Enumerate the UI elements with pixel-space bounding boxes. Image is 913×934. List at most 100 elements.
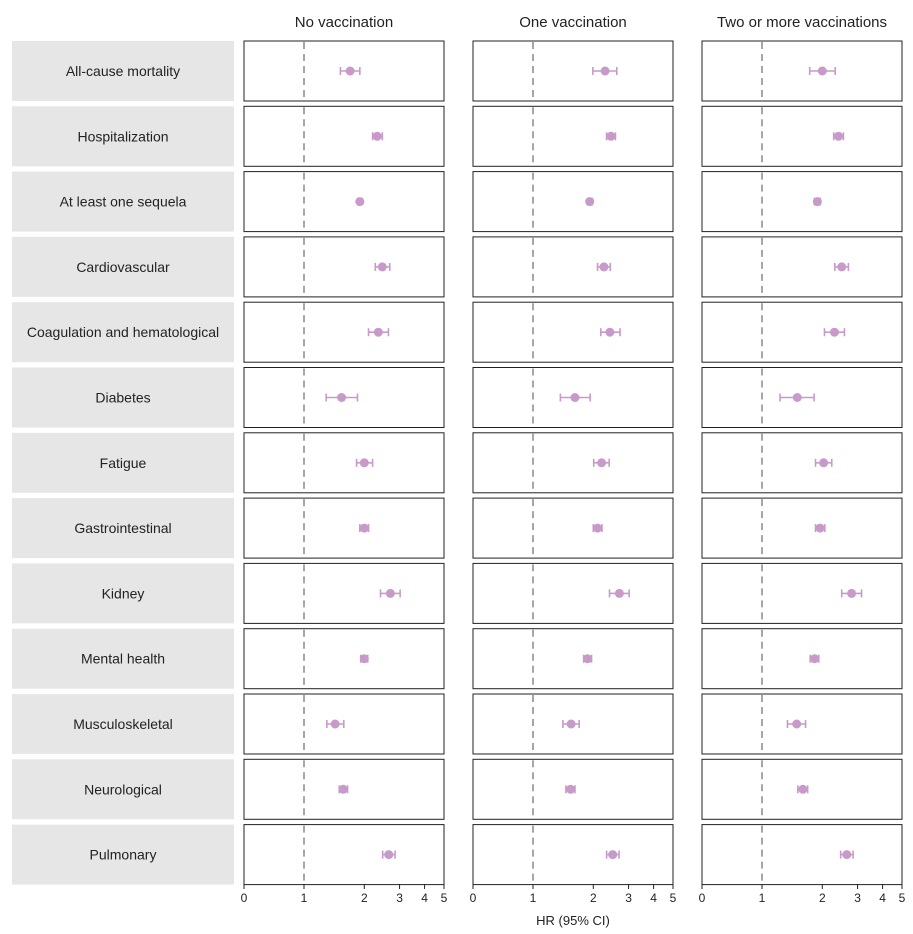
row-label-diabetes: Diabetes bbox=[12, 367, 234, 428]
row-label-background bbox=[12, 432, 234, 493]
panel-pulmonary-one-vaccination bbox=[472, 824, 674, 886]
panel-frame bbox=[472, 171, 674, 233]
row-label-background bbox=[12, 171, 234, 232]
row-label-background bbox=[12, 694, 234, 754]
hr-point bbox=[359, 654, 369, 664]
row-label-text: All-cause mortality bbox=[66, 63, 180, 79]
row-label-all-cause-mortality: All-cause mortality bbox=[12, 41, 234, 101]
panel-frame bbox=[701, 628, 903, 690]
row-label-text: Fatigue bbox=[100, 455, 147, 471]
panel-frame bbox=[243, 497, 445, 559]
hr-point bbox=[798, 784, 808, 794]
hr-point bbox=[829, 327, 839, 337]
row-label-text: Mental health bbox=[81, 651, 165, 667]
panel-all-cause-mortality-no-vaccination bbox=[243, 40, 445, 102]
hr-point bbox=[792, 393, 802, 402]
hr-point bbox=[337, 393, 347, 402]
panel-frame bbox=[472, 301, 674, 363]
panel-gastrointestinal-one-vaccination bbox=[472, 497, 674, 559]
panel-fatigue-two-or-more-vaccinations bbox=[701, 432, 903, 494]
hr-point bbox=[605, 327, 615, 337]
panel-gastrointestinal-no-vaccination bbox=[243, 497, 445, 559]
panel-cardiovascular-one-vaccination bbox=[472, 236, 674, 298]
row-label-hospitalization: Hospitalization bbox=[12, 106, 234, 167]
hr-point bbox=[600, 66, 610, 76]
panel-frame bbox=[701, 432, 903, 494]
hr-point bbox=[566, 719, 576, 729]
row-label-background bbox=[12, 302, 234, 363]
panel-frame bbox=[243, 824, 445, 886]
panel-diabetes-one-vaccination bbox=[472, 367, 674, 428]
row-label-text: Pulmonary bbox=[90, 847, 157, 863]
panel-frame bbox=[472, 432, 674, 494]
row-label-cardiovascular: Cardiovascular bbox=[12, 236, 234, 297]
hr-point bbox=[608, 850, 618, 860]
panel-hospitalization-no-vaccination bbox=[243, 105, 445, 167]
hr-point bbox=[606, 131, 616, 141]
panel-frame bbox=[243, 105, 445, 167]
column-title-no-vaccination: No vaccination bbox=[295, 14, 393, 31]
row-label-background bbox=[12, 563, 234, 624]
hr-point bbox=[847, 588, 857, 598]
panel-frame bbox=[472, 40, 674, 102]
panel-musculoskeletal-no-vaccination bbox=[243, 693, 445, 755]
row-label-background bbox=[12, 628, 234, 689]
hr-point bbox=[812, 197, 822, 207]
panel-at-least-one-sequela-two-or-more-vaccinations bbox=[701, 171, 903, 233]
x-tick-label: 4 bbox=[650, 891, 657, 905]
x-tick-label: 5 bbox=[670, 891, 677, 905]
x-tick-label: 3 bbox=[625, 891, 632, 905]
hr-point bbox=[355, 197, 365, 207]
panel-mental-health-one-vaccination bbox=[472, 628, 674, 690]
panel-mental-health-two-or-more-vaccinations bbox=[701, 628, 903, 690]
x-tick-label: 2 bbox=[819, 891, 826, 905]
panel-kidney-no-vaccination bbox=[243, 562, 445, 624]
panel-mental-health-no-vaccination bbox=[243, 628, 445, 690]
row-label-text: Diabetes bbox=[95, 390, 150, 406]
row-label-background bbox=[12, 367, 234, 428]
row-label-text: Kidney bbox=[102, 585, 145, 601]
hr-point bbox=[614, 588, 624, 598]
hr-point bbox=[345, 66, 355, 76]
panel-cardiovascular-two-or-more-vaccinations bbox=[701, 236, 903, 298]
panel-coagulation-and-hematological-one-vaccination bbox=[472, 301, 674, 363]
panel-all-cause-mortality-one-vaccination bbox=[472, 40, 674, 102]
x-tick-label: 3 bbox=[854, 891, 861, 905]
row-label-musculoskeletal: Musculoskeletal bbox=[12, 694, 234, 754]
hr-point bbox=[359, 523, 369, 533]
panel-frame bbox=[472, 236, 674, 298]
row-label-text: Coagulation and hematological bbox=[27, 324, 219, 340]
panel-neurological-one-vaccination bbox=[472, 758, 674, 820]
hr-point bbox=[338, 784, 348, 794]
panel-pulmonary-no-vaccination bbox=[243, 824, 445, 886]
x-tick-label: 4 bbox=[421, 891, 428, 905]
panel-hospitalization-one-vaccination bbox=[472, 105, 674, 167]
panel-frame bbox=[472, 628, 674, 690]
panel-fatigue-one-vaccination bbox=[472, 432, 674, 494]
x-tick-label: 0 bbox=[470, 891, 477, 905]
row-label-pulmonary: Pulmonary bbox=[12, 824, 234, 885]
panel-frame bbox=[701, 824, 903, 886]
row-label-text: Gastrointestinal bbox=[74, 520, 171, 536]
hr-point bbox=[815, 523, 825, 533]
row-labels: All-cause mortality Hospitalization At lea… bbox=[12, 41, 234, 885]
panel-frame bbox=[243, 171, 445, 233]
panel-neurological-two-or-more-vaccinations bbox=[701, 758, 903, 820]
panel-fatigue-no-vaccination bbox=[243, 432, 445, 494]
x-tick-label: 1 bbox=[301, 891, 308, 905]
row-label-background bbox=[12, 41, 234, 101]
hr-point bbox=[570, 393, 580, 402]
x-tick-label: 3 bbox=[396, 891, 403, 905]
column-title-one-vaccination: One vaccination bbox=[519, 14, 627, 31]
hr-point bbox=[582, 654, 592, 664]
x-tick-label: 4 bbox=[879, 891, 886, 905]
row-label-background bbox=[12, 106, 234, 167]
panel-musculoskeletal-two-or-more-vaccinations bbox=[701, 693, 903, 755]
hr-point bbox=[373, 327, 383, 337]
panel-frame bbox=[472, 824, 674, 886]
panel-frame bbox=[701, 40, 903, 102]
panel-kidney-one-vaccination bbox=[472, 562, 674, 624]
x-tick-label: 5 bbox=[899, 891, 906, 905]
